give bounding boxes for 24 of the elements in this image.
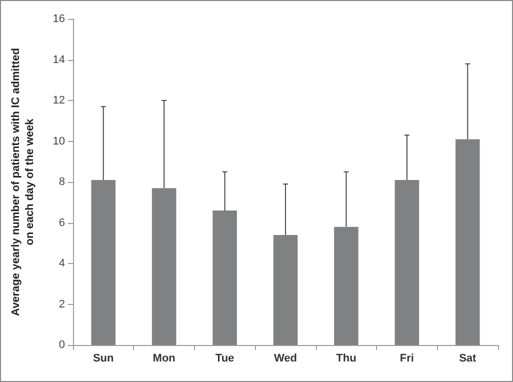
y-tick-label: 10 [52, 135, 65, 148]
x-tick-label: Mon [152, 352, 176, 364]
bar [334, 226, 358, 345]
bar [152, 188, 176, 345]
y-tick-label: 14 [52, 54, 65, 66]
bar [273, 234, 298, 345]
y-tick-label: 0 [58, 339, 65, 351]
y-tick-label: 16 [52, 13, 65, 25]
bar [91, 180, 116, 345]
x-tick-label: Sat [459, 352, 477, 364]
y-axis-title: Average yearly number of patients with IC admitted on each day of the week [10, 48, 36, 316]
bar [456, 139, 480, 345]
y-tick-label: 2 [58, 298, 65, 310]
x-tick-label: Thu [336, 352, 356, 364]
y-tick-label: 6 [58, 216, 65, 229]
x-tick-label: Wed [274, 352, 298, 364]
y-tick-label: 12 [52, 94, 65, 106]
x-tick-label: Sun [92, 352, 114, 364]
y-tick-label: 4 [58, 258, 65, 270]
y-tick-label: 8 [58, 176, 65, 188]
bar [394, 180, 420, 345]
bar [212, 210, 237, 345]
x-tick-label: Tue [215, 352, 234, 364]
x-tick-label: Fri [400, 352, 414, 364]
